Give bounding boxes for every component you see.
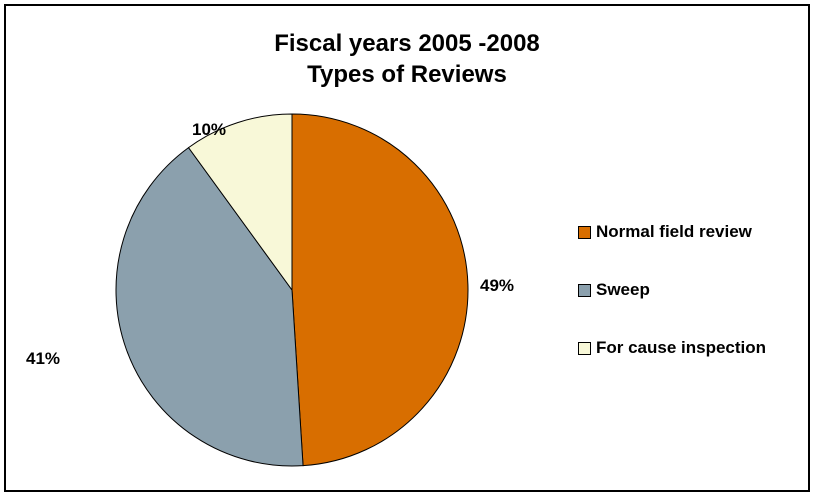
- data-label-normal-field-review: 49%: [480, 276, 514, 295]
- legend-swatch: [578, 341, 591, 355]
- legend-label: Normal field review: [596, 222, 752, 241]
- legend-item-for-cause-inspection: For cause inspection: [578, 338, 766, 358]
- pie-slice-sweep: [115, 146, 304, 467]
- chart-title-line-2: Types of Reviews: [307, 61, 507, 88]
- legend-item-sweep: Sweep: [578, 280, 766, 300]
- chart-title-line-1: Fiscal years 2005 -2008: [274, 30, 540, 57]
- chart-legend: Normal field review Sweep For cause insp…: [578, 222, 766, 396]
- legend-swatch: [578, 283, 591, 297]
- legend-swatch: [578, 225, 591, 239]
- data-label-sweep: 41%: [26, 349, 60, 368]
- legend-label: For cause inspection: [596, 338, 767, 357]
- legend-label: Sweep: [596, 280, 650, 299]
- pie-slice-for-cause-inspection: [187, 113, 293, 292]
- pie-slice-normal-field-review: [291, 113, 469, 467]
- data-label-for-cause-inspection: 10%: [192, 120, 226, 139]
- legend-item-normal-field-review: Normal field review: [578, 222, 766, 242]
- chart-title: Fiscal years 2005 -2008 Types of Reviews: [6, 28, 808, 90]
